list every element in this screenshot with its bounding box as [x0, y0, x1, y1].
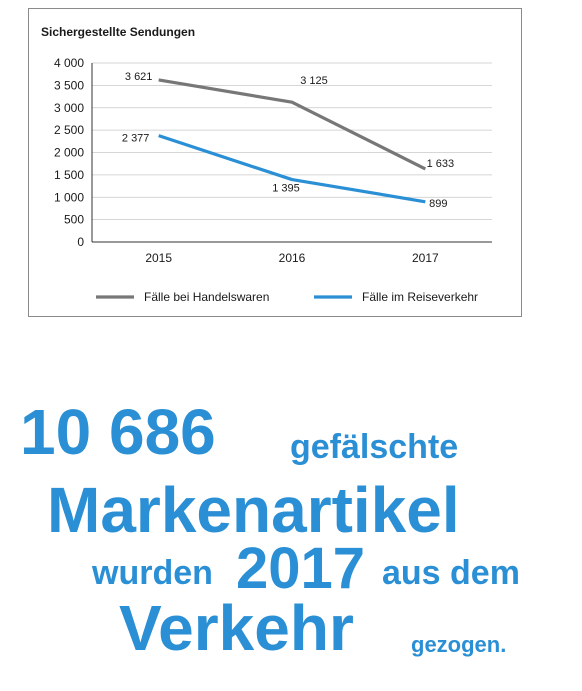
y-tick-label: 0 [77, 235, 84, 249]
chart-container: Sichergestellte Sendungen 0 500 1 000 1 500 2… [28, 8, 522, 317]
series-line-1 [158, 78, 427, 171]
y-tick-label: 500 [64, 213, 84, 227]
chart-title: Sichergestellte Sendungen [41, 25, 195, 39]
y-tick-label: 3 500 [54, 78, 84, 92]
data-label: 2 377 [122, 133, 150, 145]
y-tick-label: 4 000 [54, 56, 84, 70]
legend-label: Fälle bei Handelswaren [144, 290, 269, 304]
headline-verb: wurden [92, 554, 213, 592]
y-tick-label: 3 000 [54, 101, 84, 115]
data-label: 899 [429, 198, 447, 210]
headline-preposition: aus dem [382, 554, 520, 592]
y-tick-label: 1 500 [54, 168, 84, 182]
x-tick-label: 2016 [279, 251, 306, 265]
y-tick-label: 2 500 [54, 123, 84, 137]
headline-object: Verkehr [119, 592, 354, 664]
y-tick-label: 1 000 [54, 190, 84, 204]
data-label: 3 621 [125, 71, 153, 83]
legend-label: Fälle im Reiseverkehr [362, 290, 478, 304]
line-chart: Sichergestellte Sendungen 0 500 1 000 1 500 2… [41, 25, 492, 304]
data-label: 1 633 [427, 158, 455, 170]
data-label: 1 395 [272, 183, 300, 195]
headline-count: 10 686 [20, 396, 216, 468]
y-tick-label: 2 000 [54, 146, 84, 160]
series-line-2 [158, 134, 426, 204]
headline-count-label: gefälschte [290, 428, 459, 466]
x-tick-label: 2017 [412, 251, 439, 265]
data-label: 3 125 [300, 75, 328, 87]
headline-ending: gezogen. [411, 632, 507, 657]
x-tick-label: 2015 [145, 251, 172, 265]
headline-subject: Markenartikel [47, 474, 460, 546]
headline-year: 2017 [236, 536, 366, 601]
